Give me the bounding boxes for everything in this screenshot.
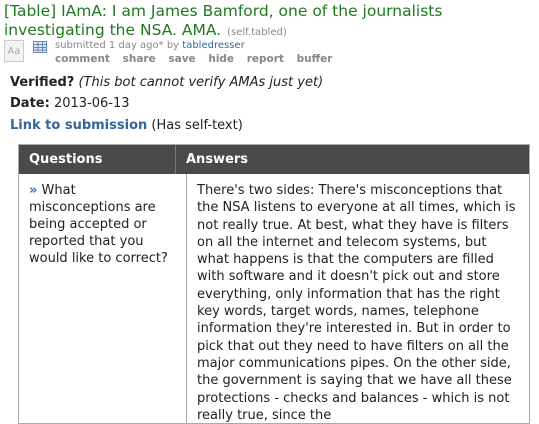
post-title-text[interactable]: [Table] IAmA: I am James Bamford, one of…	[4, 2, 443, 39]
verified-label: Verified?	[10, 75, 75, 90]
verified-line: Verified? (This bot cannot verify AMAs j…	[10, 74, 323, 92]
qa-table: Questions Answers » What misconceptions …	[18, 144, 530, 424]
question-text: What misconceptions are being accepted o…	[29, 183, 168, 266]
answers-header: Answers	[186, 152, 249, 167]
post-domain[interactable]: (self.tabled)	[227, 27, 287, 38]
table-header: Questions Answers	[19, 145, 529, 174]
post-title[interactable]: [Table] IAmA: I am James Bamford, one of…	[4, 2, 524, 42]
verified-value: (This bot cannot verify AMAs just yet)	[78, 75, 324, 90]
questions-header: Questions	[19, 145, 176, 174]
post-tagline: submitted 1 day ago* by tabledresser	[55, 39, 245, 52]
submission-link[interactable]: Link to submission	[10, 118, 148, 133]
date-value: 2013-06-13	[53, 96, 130, 111]
buffer-button[interactable]: buffer	[296, 53, 333, 65]
author-link[interactable]: tabledresser	[182, 40, 245, 51]
submission-line: Link to submission (Has self-text)	[10, 117, 243, 135]
submission-note: (Has self-text)	[151, 118, 243, 133]
table-icon	[33, 41, 47, 53]
comment-button[interactable]: comment	[55, 53, 110, 65]
table-row: » What misconceptions are being accepted…	[19, 174, 529, 423]
date-label: Date:	[10, 96, 50, 111]
report-button[interactable]: report	[246, 53, 284, 65]
hide-button[interactable]: hide	[208, 53, 235, 65]
thumbnail-placeholder[interactable]: Aa	[4, 40, 24, 62]
question-cell: » What misconceptions are being accepted…	[19, 174, 187, 423]
answer-cell: There's two sides: There's misconception…	[197, 183, 516, 423]
share-button[interactable]: share	[122, 53, 156, 65]
submitted-text: submitted 1 day ago* by	[55, 40, 180, 51]
question-link-icon[interactable]: »	[29, 183, 38, 198]
date-line: Date: 2013-06-13	[10, 95, 130, 113]
post-buttons: comment share save hide report buffer	[55, 52, 341, 66]
save-button[interactable]: save	[168, 53, 196, 65]
